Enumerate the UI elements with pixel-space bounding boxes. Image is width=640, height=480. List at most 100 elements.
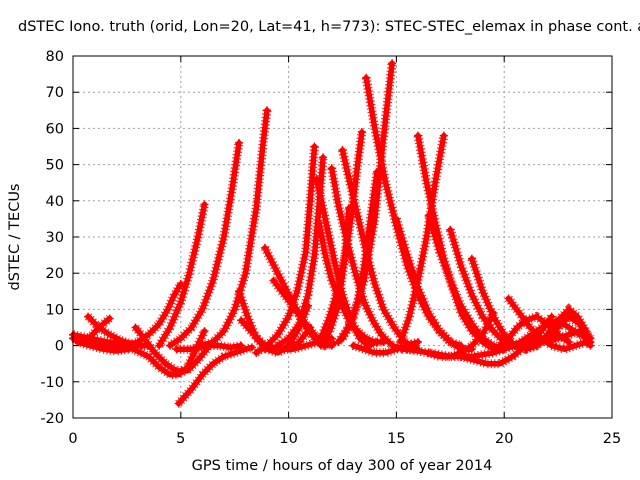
series-markers (427, 310, 498, 361)
data-series-29 (396, 131, 449, 346)
series-markers (265, 334, 333, 354)
data-point (457, 352, 466, 361)
series-markers (80, 314, 113, 346)
data-series-44 (349, 337, 422, 358)
data-point (521, 345, 530, 354)
series-markers (317, 207, 354, 348)
data-point (235, 287, 244, 296)
data-point (439, 131, 448, 140)
y-tick-label: -10 (40, 375, 64, 391)
series-line (173, 342, 244, 352)
data-point (319, 153, 328, 162)
series-markers (115, 329, 209, 380)
data-point (200, 200, 209, 209)
x-tick-label: 10 (279, 431, 297, 447)
x-tick-label: 5 (176, 431, 185, 447)
data-point (247, 343, 256, 352)
data-series-43 (263, 334, 336, 354)
data-point (413, 131, 422, 140)
data-point (396, 337, 405, 346)
data-series-7 (112, 327, 209, 380)
data-point (334, 337, 343, 346)
data-point (235, 138, 244, 147)
data-point (532, 341, 541, 350)
series-line (425, 212, 507, 352)
data-point (310, 142, 319, 151)
series-markers (334, 171, 382, 345)
series-markers (327, 167, 414, 354)
y-tick-label: 20 (46, 266, 64, 282)
series-markers (351, 337, 420, 358)
y-axis-label: dSTEC / TECUs (7, 184, 23, 291)
axis-ticks: 0 5 10 15 20 25 -20 -10 0 10 20 30 40 50 60 70 80 (40, 49, 621, 447)
chart-title: dSTEC Iono. truth (orid, Lon=20, Lat=41,… (18, 19, 640, 35)
data-point (73, 337, 82, 346)
data-point (327, 334, 336, 343)
y-tick-label: 40 (46, 194, 64, 210)
data-point (362, 73, 371, 82)
data-point (131, 323, 140, 332)
data-point (543, 337, 552, 346)
grid (73, 56, 612, 418)
series-line (175, 344, 255, 407)
series-markers (167, 142, 244, 350)
series-markers (237, 317, 314, 356)
data-point (344, 204, 353, 213)
data-point (237, 341, 246, 350)
data-point (174, 399, 183, 408)
x-tick-label: 20 (495, 431, 513, 447)
data-point (392, 214, 401, 223)
series-markers (200, 109, 272, 350)
series-markers (392, 217, 472, 354)
data-point (327, 164, 336, 173)
data-point (314, 218, 323, 227)
data-series-10 (166, 138, 244, 350)
series-line (512, 317, 583, 349)
series-markers (234, 289, 313, 358)
data-point (200, 327, 209, 336)
data-point (446, 225, 455, 234)
data-series-9 (155, 200, 209, 350)
series-markers (155, 203, 209, 348)
data-point (413, 337, 422, 346)
x-tick-label: 15 (387, 431, 405, 447)
y-tick-label: 70 (46, 85, 64, 101)
data-point (312, 175, 321, 184)
data-point (263, 106, 272, 115)
series-markers (175, 343, 254, 407)
data-point (338, 334, 347, 343)
data-point (338, 146, 347, 155)
series-markers (533, 303, 595, 349)
x-tick-label: 0 (68, 431, 77, 447)
data-point (237, 316, 246, 325)
y-tick-label: 30 (46, 230, 64, 246)
series-line (167, 140, 242, 349)
data-point (269, 276, 278, 285)
data-point (260, 243, 269, 252)
data-series-28 (392, 214, 476, 354)
data-point (155, 341, 164, 350)
data-point (504, 294, 513, 303)
data-point (172, 345, 181, 354)
data-series-11 (198, 106, 272, 350)
data-point (112, 341, 121, 350)
data-point (84, 312, 93, 321)
series-markers (396, 134, 449, 344)
data-point (252, 348, 261, 357)
series-line (313, 176, 380, 349)
data-point (349, 341, 358, 350)
data-point (105, 314, 114, 323)
data-series-42 (543, 325, 595, 350)
y-tick-label: 50 (46, 158, 64, 174)
y-tick-label: -20 (40, 411, 64, 427)
data-series-8 (174, 343, 256, 408)
data-series-27 (338, 59, 397, 343)
x-tick-label: 25 (603, 431, 621, 447)
data-point (357, 128, 366, 137)
data-point (388, 59, 397, 68)
y-tick-label: 80 (46, 49, 64, 65)
series-line (132, 324, 210, 374)
series-markers (413, 134, 505, 354)
y-tick-label: 10 (46, 302, 64, 318)
